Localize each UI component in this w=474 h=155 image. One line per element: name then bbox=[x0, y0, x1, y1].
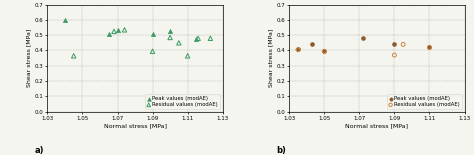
Peak values (modAE) bbox=[308, 42, 316, 45]
Residual values (modAE) bbox=[166, 36, 174, 39]
Residual values (modAE) bbox=[121, 29, 128, 31]
X-axis label: Normal stress [MPa]: Normal stress [MPa] bbox=[103, 124, 166, 128]
Residual values (modAE) bbox=[149, 50, 156, 53]
Residual values (modAE) bbox=[391, 54, 398, 56]
Legend: Peak values (modAE), Residual values (modAE): Peak values (modAE), Residual values (mo… bbox=[145, 94, 220, 109]
Residual values (modAE) bbox=[184, 55, 191, 57]
Legend: Peak values (modAE), Residual values (modAE): Peak values (modAE), Residual values (mo… bbox=[387, 94, 462, 109]
Peak values (modAE) bbox=[149, 33, 156, 36]
Peak values (modAE) bbox=[105, 32, 112, 35]
Residual values (modAE) bbox=[294, 49, 302, 51]
Peak values (modAE) bbox=[61, 19, 69, 21]
Peak values (modAE) bbox=[114, 29, 121, 31]
Peak values (modAE) bbox=[166, 30, 174, 33]
Residual values (modAE) bbox=[400, 43, 407, 46]
Residual values (modAE) bbox=[175, 42, 182, 44]
Peak values (modAE) bbox=[359, 37, 367, 40]
Residual values (modAE) bbox=[207, 37, 214, 40]
Peak values (modAE) bbox=[192, 38, 200, 40]
Residual values (modAE) bbox=[70, 55, 77, 57]
Residual values (modAE) bbox=[110, 30, 118, 33]
Y-axis label: Shear stress [MPa]: Shear stress [MPa] bbox=[27, 29, 32, 87]
Peak values (modAE) bbox=[294, 48, 302, 50]
Residual values (modAE) bbox=[320, 50, 328, 53]
Peak values (modAE) bbox=[320, 50, 328, 53]
Peak values (modAE) bbox=[426, 46, 433, 49]
Y-axis label: Shear stress [MPa]: Shear stress [MPa] bbox=[269, 29, 273, 87]
Peak values (modAE) bbox=[391, 43, 398, 46]
Text: b): b) bbox=[276, 146, 286, 155]
Residual values (modAE) bbox=[194, 37, 202, 40]
Residual values (modAE) bbox=[426, 46, 433, 49]
X-axis label: Normal stress [MPa]: Normal stress [MPa] bbox=[346, 124, 409, 128]
Text: a): a) bbox=[35, 146, 44, 155]
